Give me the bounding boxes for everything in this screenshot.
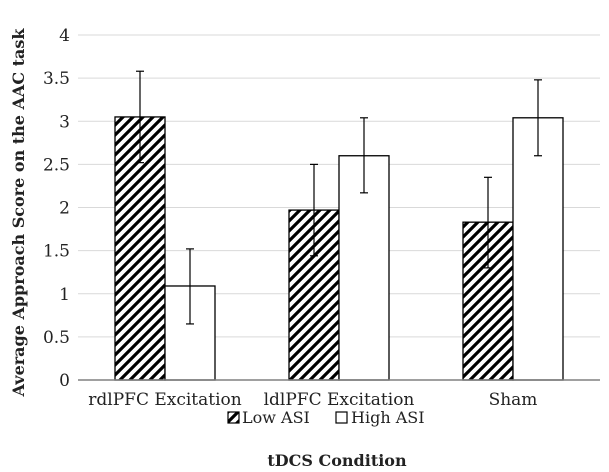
y-tick-label: 4 [59, 26, 70, 46]
y-tick-label: 3 [59, 112, 70, 132]
error-bar [534, 79, 542, 157]
y-tick-label: 2 [59, 199, 70, 219]
legend-label-high-asi: High ASI [351, 408, 425, 427]
bar-high-asi-3 [512, 117, 564, 381]
legend-swatch-high-asi [335, 411, 348, 424]
x-axis-title: tDCS Condition [267, 451, 407, 470]
y-tick-label: 0.5 [43, 328, 70, 348]
error-bars [136, 70, 542, 325]
bars [114, 116, 564, 381]
bar-high-asi-2 [338, 155, 390, 381]
y-tick-label: 3.5 [43, 69, 70, 89]
y-tick-label: 2.5 [43, 155, 70, 175]
legend-label-low-asi: Low ASI [242, 408, 310, 427]
y-tick-label: 0 [59, 371, 70, 391]
error-bar [186, 248, 194, 325]
x-tick-label: ldlPFC Excitation [264, 390, 415, 410]
error-bar [484, 176, 492, 269]
legend-swatch-low-asi [227, 411, 240, 424]
x-tick-label: rdlPFC Excitation [88, 390, 242, 410]
y-tick-labels: 0 0.5 1 1.5 2 2.5 3 3.5 4 [43, 26, 70, 391]
y-tick-label: 1.5 [43, 242, 70, 262]
y-tick-label: 1 [59, 285, 70, 305]
error-bar [310, 163, 318, 257]
x-tick-label: Sham [489, 390, 538, 410]
y-axis-title: Average Approach Score on the AAC task [9, 28, 28, 398]
legend: Low ASI High ASI [227, 408, 425, 427]
error-bar [136, 70, 144, 164]
x-tick-labels: rdlPFC Excitation ldlPFC Excitation Sham [88, 390, 537, 410]
error-bar [360, 117, 368, 194]
